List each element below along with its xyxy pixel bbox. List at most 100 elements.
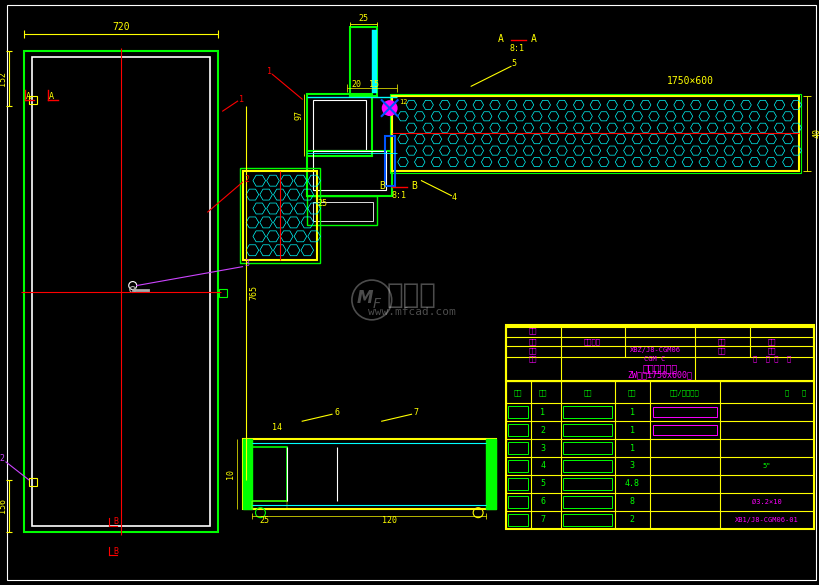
Bar bbox=[505, 327, 813, 381]
Text: 重量: 重量 bbox=[717, 347, 725, 353]
Text: 10: 10 bbox=[226, 469, 235, 479]
Bar bbox=[29, 96, 37, 104]
Text: 2: 2 bbox=[629, 515, 634, 524]
Bar bbox=[252, 447, 287, 501]
Text: F: F bbox=[373, 297, 380, 311]
Bar bbox=[242, 439, 252, 509]
Bar bbox=[391, 96, 799, 171]
Bar bbox=[562, 424, 612, 436]
Text: 765: 765 bbox=[249, 285, 258, 301]
Text: 数量: 数量 bbox=[627, 389, 636, 395]
Text: 1: 1 bbox=[239, 95, 244, 104]
Text: XBZ/J8-CGM06: XBZ/J8-CGM06 bbox=[629, 347, 680, 353]
Text: ZW开（1750x600）: ZW开（1750x600） bbox=[627, 370, 692, 380]
Bar bbox=[389, 94, 800, 173]
Text: 15: 15 bbox=[369, 80, 378, 89]
Text: 25: 25 bbox=[259, 516, 269, 525]
Text: 4: 4 bbox=[540, 462, 545, 470]
Bar bbox=[507, 514, 527, 525]
Text: 1: 1 bbox=[629, 426, 634, 435]
Text: A: A bbox=[49, 92, 54, 101]
Text: 沐风网: 沐风网 bbox=[386, 281, 436, 309]
Text: 6: 6 bbox=[334, 408, 339, 417]
Text: 14: 14 bbox=[272, 423, 282, 432]
Bar bbox=[350, 26, 376, 96]
Text: Ø3.2×10: Ø3.2×10 bbox=[751, 499, 781, 505]
Bar bbox=[242, 439, 495, 509]
Text: 件号: 件号 bbox=[717, 338, 725, 345]
Circle shape bbox=[382, 100, 397, 116]
Text: B: B bbox=[113, 517, 118, 526]
Text: 序号: 序号 bbox=[538, 389, 546, 395]
Text: 156: 156 bbox=[0, 498, 7, 513]
Bar bbox=[307, 151, 391, 195]
Text: 3: 3 bbox=[244, 259, 249, 268]
Bar bbox=[507, 424, 527, 436]
Text: A: A bbox=[497, 33, 504, 43]
Text: 2: 2 bbox=[0, 453, 4, 463]
Text: CGM C: CGM C bbox=[644, 356, 665, 362]
Text: 数量: 数量 bbox=[767, 338, 776, 345]
Text: 图号: 图号 bbox=[528, 347, 536, 353]
Bar bbox=[24, 51, 217, 532]
Text: 更改文号: 更改文号 bbox=[583, 338, 600, 345]
Bar bbox=[32, 57, 210, 525]
Text: 1: 1 bbox=[266, 67, 272, 76]
Text: 设计: 设计 bbox=[528, 338, 536, 345]
Bar bbox=[562, 495, 612, 508]
Bar bbox=[307, 195, 376, 225]
Bar bbox=[313, 151, 385, 190]
Text: 8:1: 8:1 bbox=[391, 191, 405, 200]
Text: 7: 7 bbox=[413, 408, 418, 417]
Text: 5": 5" bbox=[762, 463, 770, 469]
Text: B: B bbox=[411, 181, 417, 191]
Text: XB1/J8-CGM06-01: XB1/J8-CGM06-01 bbox=[734, 517, 798, 522]
Text: 1: 1 bbox=[629, 443, 634, 453]
Text: B: B bbox=[113, 547, 118, 556]
Bar bbox=[384, 136, 394, 185]
Bar bbox=[507, 495, 527, 508]
Text: 5: 5 bbox=[540, 479, 545, 488]
Bar bbox=[507, 460, 527, 472]
Bar bbox=[313, 100, 365, 150]
Text: 20: 20 bbox=[351, 80, 361, 89]
Text: 120: 120 bbox=[381, 516, 396, 525]
Text: A: A bbox=[25, 92, 30, 101]
Text: 8: 8 bbox=[629, 497, 634, 506]
Bar bbox=[652, 407, 716, 417]
Bar bbox=[507, 442, 527, 454]
Text: 25: 25 bbox=[317, 199, 327, 208]
Bar bbox=[562, 514, 612, 525]
Text: 4: 4 bbox=[451, 193, 456, 202]
Text: 备: 备 bbox=[783, 389, 787, 395]
Bar bbox=[562, 407, 612, 418]
Bar bbox=[486, 439, 495, 509]
Bar bbox=[371, 30, 376, 93]
Text: 2: 2 bbox=[244, 175, 249, 184]
Text: 比例: 比例 bbox=[767, 347, 776, 353]
Text: 1: 1 bbox=[629, 408, 634, 417]
Bar bbox=[313, 202, 373, 222]
Text: 3: 3 bbox=[540, 443, 545, 453]
Bar bbox=[505, 325, 813, 529]
Text: 2: 2 bbox=[540, 426, 545, 435]
Text: A: A bbox=[530, 33, 536, 43]
Bar bbox=[242, 171, 317, 260]
Text: 注: 注 bbox=[801, 389, 805, 395]
Text: 12: 12 bbox=[399, 99, 407, 105]
Text: 材料: 材料 bbox=[582, 389, 591, 395]
Bar bbox=[239, 168, 319, 263]
Text: 名称: 名称 bbox=[513, 389, 522, 395]
Bar bbox=[562, 460, 612, 472]
Text: 3: 3 bbox=[629, 462, 634, 470]
Text: 40: 40 bbox=[812, 129, 819, 139]
Bar bbox=[562, 478, 612, 490]
Text: 日期: 日期 bbox=[528, 328, 536, 335]
Bar bbox=[507, 407, 527, 418]
Text: 图号/规格型号: 图号/规格型号 bbox=[669, 389, 699, 395]
Text: 4.8: 4.8 bbox=[624, 479, 639, 488]
Text: M: M bbox=[356, 289, 373, 307]
Text: 8:1: 8:1 bbox=[509, 44, 524, 53]
Text: 5: 5 bbox=[511, 59, 516, 68]
Text: 97: 97 bbox=[294, 110, 303, 120]
